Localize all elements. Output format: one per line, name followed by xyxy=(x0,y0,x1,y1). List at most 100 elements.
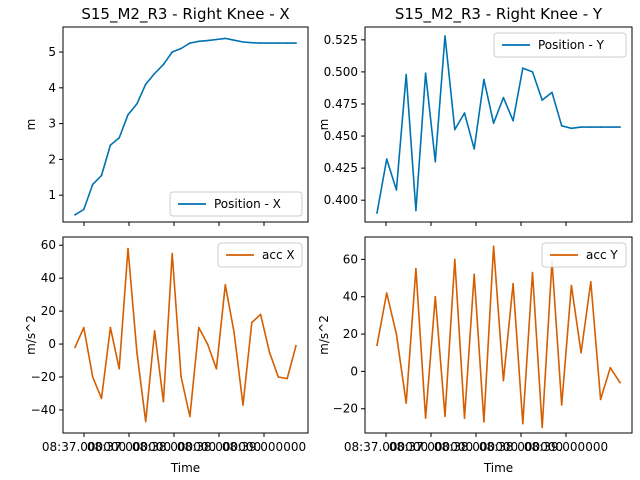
chart-panel-1: 1 2 3 4 5 S15_M2_R3 - Right Knee - X m Position… xyxy=(24,5,309,226)
data-point xyxy=(512,119,514,122)
data-point xyxy=(609,126,612,128)
data-point xyxy=(277,42,280,44)
y-tick-label: 20 xyxy=(41,304,56,318)
data-point xyxy=(91,183,94,186)
y-tick-label: 0.450 xyxy=(324,129,358,143)
legend-label: Position - X xyxy=(214,197,281,211)
legend: acc X xyxy=(217,242,303,268)
data-point xyxy=(242,404,244,406)
legend-box xyxy=(217,242,303,268)
data-point xyxy=(560,404,563,406)
data-point xyxy=(74,214,76,216)
data-point xyxy=(512,282,514,285)
data-point xyxy=(473,273,476,276)
axes-frame xyxy=(62,26,309,223)
data-point xyxy=(454,258,456,261)
data-point xyxy=(83,326,85,329)
y-tick-label: −40 xyxy=(31,403,56,417)
data-point xyxy=(444,415,446,418)
data-point xyxy=(385,158,388,160)
data-point xyxy=(415,267,417,270)
x-tick-label: 08:37.000000 xyxy=(344,440,428,454)
data-point xyxy=(424,417,427,419)
axes-frame xyxy=(364,26,633,223)
data-point xyxy=(171,51,173,53)
y-tick-label: −20 xyxy=(31,370,56,384)
axes-frame xyxy=(62,236,309,434)
legend-label: acc X xyxy=(262,248,295,262)
legend: acc Y xyxy=(541,242,627,268)
data-point xyxy=(162,400,165,403)
data-point xyxy=(560,125,563,127)
data-point xyxy=(522,67,524,69)
data-point xyxy=(180,47,182,50)
data-point xyxy=(492,122,495,124)
data-point xyxy=(215,368,218,370)
y-tick-label: 40 xyxy=(41,271,56,285)
data-point xyxy=(531,71,534,73)
data-point xyxy=(541,99,543,101)
data-point xyxy=(268,42,271,44)
chart-panel-3: −40−20020406008:37.00000008:37.00000008:… xyxy=(24,236,309,475)
x-tick-label: 08:38.000000 xyxy=(177,440,261,454)
data-point xyxy=(395,333,398,335)
data-point xyxy=(541,426,543,429)
legend: Position - Y xyxy=(493,32,627,58)
chart-panel-4: −20020406008:37.00000008:37.00000008:38.… xyxy=(317,236,633,475)
data-point xyxy=(233,39,235,41)
legend-label: Position - Y xyxy=(538,38,605,52)
data-point xyxy=(424,72,427,74)
data-point xyxy=(473,148,476,150)
data-point xyxy=(385,292,388,294)
data-point xyxy=(100,174,103,177)
data-point xyxy=(277,376,280,378)
data-point xyxy=(590,126,592,128)
data-point xyxy=(233,331,235,334)
data-point xyxy=(118,137,120,139)
data-point xyxy=(224,284,227,286)
data-point xyxy=(502,379,505,382)
data-point xyxy=(599,126,602,128)
data-point xyxy=(144,83,147,85)
x-tick-label: 08:38.000000 xyxy=(132,440,216,454)
data-point xyxy=(609,366,612,369)
y-tick-label: 5 xyxy=(48,45,56,59)
data-point xyxy=(251,321,253,324)
y-tick-label: 0 xyxy=(48,337,56,351)
data-point xyxy=(198,326,200,329)
data-point xyxy=(295,42,297,44)
data-point xyxy=(434,160,437,163)
data-point xyxy=(259,313,262,316)
legend-box xyxy=(493,32,627,58)
data-point xyxy=(144,420,147,423)
data-point xyxy=(268,351,271,354)
data-point xyxy=(580,126,582,128)
chart-panel-2: 0.400 0.425 0.450 0.475 0.500 0.525 S15_M2_R3 … xyxy=(317,5,633,226)
x-tick-label: 08:37.000000 xyxy=(389,440,473,454)
y-tick-label: 0.475 xyxy=(324,97,358,111)
data-point xyxy=(483,421,485,423)
data-point xyxy=(206,343,209,345)
data-point xyxy=(415,209,417,212)
chart-title: S15_M2_R3 - Right Knee - Y xyxy=(395,5,603,24)
data-point xyxy=(198,40,200,43)
x-tick-label: 08:38.000000 xyxy=(479,440,563,454)
y-tick-label: 0.425 xyxy=(324,161,358,175)
chart-title: S15_M2_R3 - Right Knee - X xyxy=(81,5,289,24)
legend-box xyxy=(541,242,627,268)
y-tick-label: 0 xyxy=(350,364,358,378)
series-line-position-x xyxy=(74,37,297,216)
data-point xyxy=(74,346,76,349)
data-point xyxy=(109,144,112,146)
data-point xyxy=(502,96,505,99)
data-point xyxy=(91,376,94,378)
y-tick-label: 40 xyxy=(343,290,358,304)
y-axis-label: m/s^2 xyxy=(24,315,38,355)
data-point xyxy=(189,415,191,418)
data-point xyxy=(295,344,297,347)
data-point xyxy=(483,78,485,81)
data-point xyxy=(127,247,129,250)
data-point xyxy=(136,103,138,105)
